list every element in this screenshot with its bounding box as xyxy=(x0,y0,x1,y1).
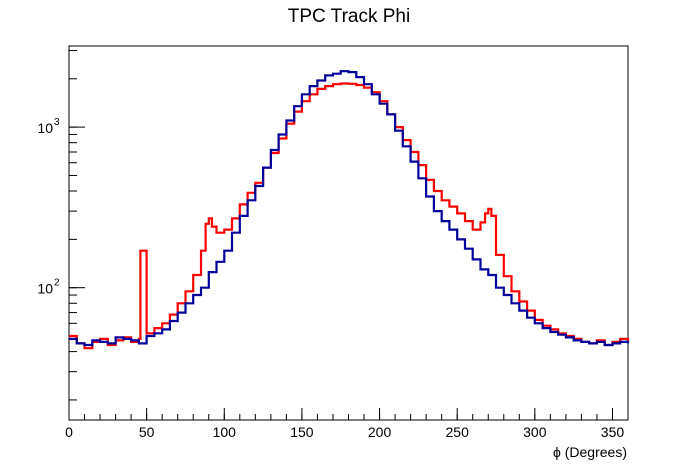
x-tick-label: 0 xyxy=(65,424,73,440)
series-group xyxy=(69,70,630,350)
y-tick-label: 10 xyxy=(37,281,53,297)
y-tick-label: 10 xyxy=(37,120,53,136)
axis-ticks xyxy=(68,50,629,420)
x-tick-label: 350 xyxy=(601,424,625,440)
plot-frame xyxy=(68,45,629,421)
x-axis-title: ϕ (Degrees) xyxy=(553,444,627,460)
x-tick-label: 250 xyxy=(446,424,470,440)
x-tick-label: 50 xyxy=(139,424,155,440)
y-tick-exponent: 2 xyxy=(54,278,60,289)
series-line-2 xyxy=(69,70,630,347)
chart-title: TPC Track Phi xyxy=(288,6,410,27)
x-tick-label: 150 xyxy=(290,424,314,440)
series-line-1 xyxy=(69,82,630,350)
x-tick-label: 300 xyxy=(523,424,547,440)
x-tick-label: 100 xyxy=(213,424,237,440)
y-tick-exponent: 3 xyxy=(54,117,60,128)
x-tick-label: 200 xyxy=(368,424,392,440)
